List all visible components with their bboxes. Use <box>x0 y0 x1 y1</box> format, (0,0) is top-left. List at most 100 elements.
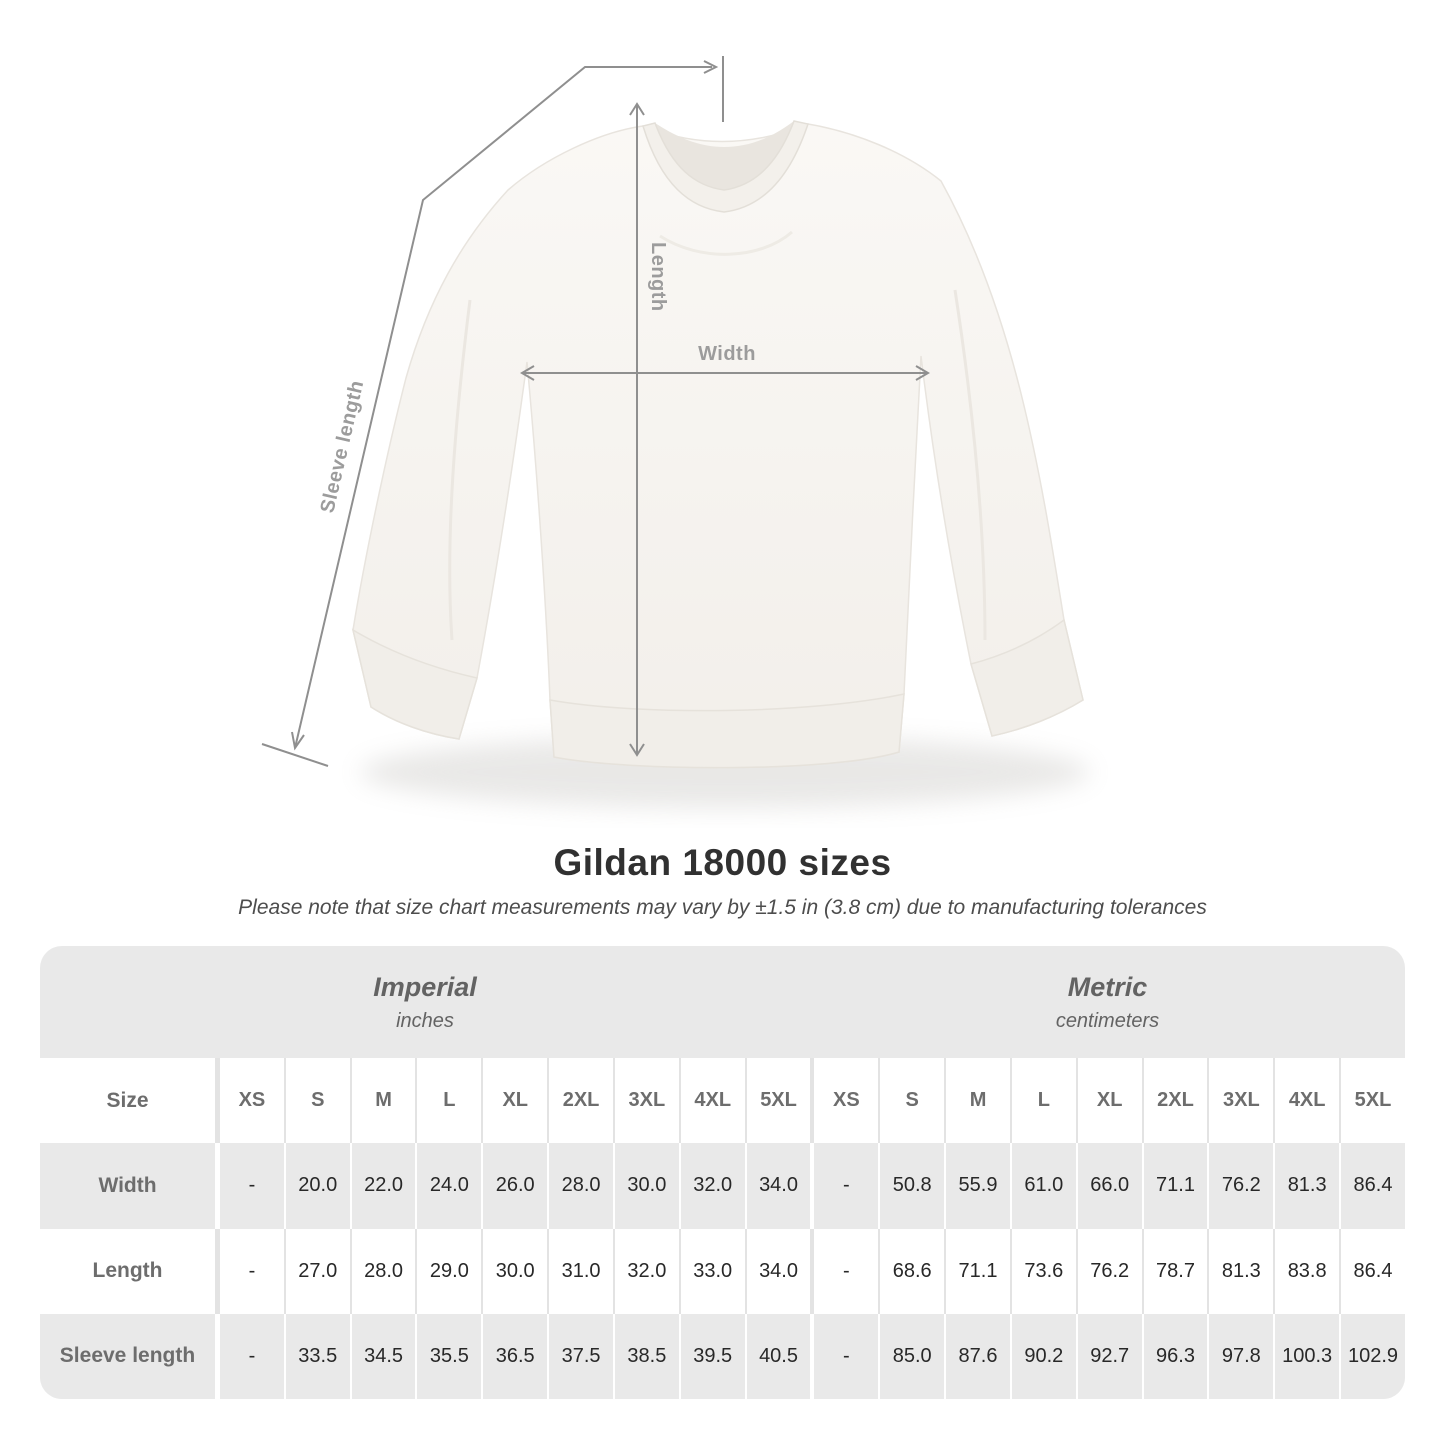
value-cell-imperial: 22.0 <box>349 1143 416 1229</box>
imperial-title: Imperial <box>373 971 477 1002</box>
value-cell-imperial: 32.0 <box>678 1143 745 1229</box>
value-cell-imperial: 31.0 <box>547 1228 613 1314</box>
size-header-imperial-5XL: 5XL <box>744 1058 811 1144</box>
metric-unit: centimeters <box>1055 1009 1160 1032</box>
length-label: Length <box>647 242 669 312</box>
value-cell-metric: 85.0 <box>878 1313 944 1399</box>
measurement-row: Sleeve length -33.5 34.5 35.5 36.5 37.5 38.5 39… <box>40 1313 1405 1399</box>
size-header-metric-M: M <box>944 1058 1010 1144</box>
fold-line <box>448 299 472 641</box>
value-cell-metric: 55.9 <box>944 1143 1010 1229</box>
value-cell-metric: 78.7 <box>1141 1228 1208 1314</box>
arrowhead-left-icon <box>520 365 535 381</box>
value-cell-imperial: 34.5 <box>349 1313 416 1399</box>
tolerance-note: Please note that size chart measurements… <box>238 896 1207 919</box>
size-header-row: Size XS S M L XL 2XL 3XL 4XL 5XL XS S M L XL 2XL 3XL 4XL 5… <box>40 1058 1405 1144</box>
value-cell-metric: 96.3 <box>1141 1313 1208 1399</box>
arrowhead-down-icon <box>291 731 305 751</box>
value-cell-metric: 50.8 <box>878 1143 944 1229</box>
value-cell-metric: 73.6 <box>1009 1228 1076 1314</box>
size-header-metric-L: L <box>1009 1058 1076 1144</box>
measurement-labels: Length Width Sleeve length <box>316 242 755 515</box>
value-cell-imperial: 34.0 <box>744 1228 811 1314</box>
arrowhead-right-icon <box>915 365 930 381</box>
value-cell-imperial: 32.0 <box>612 1228 679 1314</box>
size-header-imperial-S: S <box>283 1058 350 1144</box>
row-label: Sleeve length <box>59 1344 196 1368</box>
value-cell-metric: 83.8 <box>1273 1228 1339 1314</box>
size-header-metric-3XL: 3XL <box>1207 1058 1273 1144</box>
value-cell-imperial: 33.0 <box>678 1228 745 1314</box>
size-table: Imperial inches Metric centimeters Size X… <box>40 946 1405 1399</box>
value-cell-imperial: 28.0 <box>349 1228 416 1314</box>
value-cell-imperial: - <box>215 1143 284 1229</box>
value-cell-metric: 102.9 <box>1339 1313 1405 1399</box>
size-header-metric-2XL: 2XL <box>1141 1058 1208 1144</box>
value-cell-metric: 71.1 <box>944 1228 1010 1314</box>
size-header-imperial-XS: XS <box>215 1058 284 1144</box>
value-cell-imperial: 27.0 <box>283 1228 350 1314</box>
size-header-imperial-2XL: 2XL <box>547 1058 613 1144</box>
imperial-header: Imperial inches <box>40 946 810 1058</box>
value-cell-metric: 76.2 <box>1207 1143 1273 1229</box>
value-cell-metric: 76.2 <box>1075 1228 1142 1314</box>
collar-rib <box>642 120 809 213</box>
garment-shadow <box>360 736 1090 808</box>
value-cell-imperial: 38.5 <box>612 1313 679 1399</box>
arrowhead-down-icon <box>629 743 645 757</box>
value-cell-imperial: 29.0 <box>415 1228 481 1314</box>
value-cell-metric: 92.7 <box>1075 1313 1142 1399</box>
measurement-lines <box>261 56 930 767</box>
size-header-metric-5XL: 5XL <box>1339 1058 1405 1144</box>
size-header-metric-XL: XL <box>1075 1058 1142 1144</box>
size-header-metric-XS: XS <box>810 1058 878 1144</box>
measurement-row: Length -27.0 28.0 29.0 30.0 31.0 32.0 33.0 34.0-… <box>40 1228 1405 1314</box>
measurement-row: Width -20.0 22.0 24.0 26.0 28.0 30.0 32.0 34.0-5… <box>40 1143 1405 1229</box>
waistband <box>549 693 905 769</box>
value-cell-imperial: 36.5 <box>481 1313 547 1399</box>
value-cell-metric: 86.4 <box>1339 1143 1405 1229</box>
sweatshirt <box>351 120 1084 769</box>
value-cell-metric: - <box>810 1143 878 1229</box>
value-cell-metric: 68.6 <box>878 1228 944 1314</box>
page-title: Gildan 18000 sizes <box>553 842 892 883</box>
sleeve-length-line <box>294 66 712 749</box>
value-cell-imperial: 28.0 <box>547 1143 613 1229</box>
right-cuff <box>970 618 1084 737</box>
value-cell-metric: 81.3 <box>1273 1143 1339 1229</box>
value-cell-imperial: 40.5 <box>744 1313 811 1399</box>
value-cell-metric: 66.0 <box>1075 1143 1142 1229</box>
arrowhead-right-icon <box>703 60 719 74</box>
value-cell-metric: 97.8 <box>1207 1313 1273 1399</box>
fold-line <box>659 230 793 256</box>
row-label: Width <box>98 1173 157 1197</box>
size-header-metric-S: S <box>878 1058 944 1144</box>
value-cell-imperial: 24.0 <box>415 1143 481 1229</box>
cuff-tick <box>261 743 329 767</box>
size-header-metric-4XL: 4XL <box>1273 1058 1339 1144</box>
product-diagram: Length Width Sleeve length <box>261 56 1090 808</box>
value-cell-metric: - <box>810 1313 878 1399</box>
value-cell-metric: 87.6 <box>944 1313 1010 1399</box>
units-header-row: Imperial inches Metric centimeters <box>40 946 1405 1058</box>
value-cell-imperial: - <box>215 1313 284 1399</box>
sweatshirt-photo: Length Width Sleeve length <box>261 56 1090 808</box>
arrowhead-up-icon <box>629 102 645 116</box>
value-cell-imperial: 30.0 <box>612 1143 679 1229</box>
value-cell-imperial: 30.0 <box>481 1228 547 1314</box>
value-cell-metric: 61.0 <box>1009 1143 1076 1229</box>
size-header-imperial-L: L <box>415 1058 481 1144</box>
value-cell-metric: 90.2 <box>1009 1313 1076 1399</box>
width-label: Width <box>698 343 756 365</box>
value-cell-imperial: 35.5 <box>415 1313 481 1399</box>
left-cuff <box>351 628 478 740</box>
value-cell-imperial: 37.5 <box>547 1313 613 1399</box>
size-grid: Size XS S M L XL 2XL 3XL 4XL 5XL XS S M L XL 2XL 3XL 4XL 5… <box>40 1058 1405 1399</box>
neck-opening <box>655 121 794 190</box>
metric-header: Metric centimeters <box>810 946 1405 1058</box>
value-cell-imperial: 39.5 <box>678 1313 745 1399</box>
imperial-unit: inches <box>396 1009 454 1032</box>
value-cell-metric: 86.4 <box>1339 1228 1405 1314</box>
metric-title: Metric <box>1067 971 1148 1002</box>
value-cell-imperial: 33.5 <box>283 1313 350 1399</box>
